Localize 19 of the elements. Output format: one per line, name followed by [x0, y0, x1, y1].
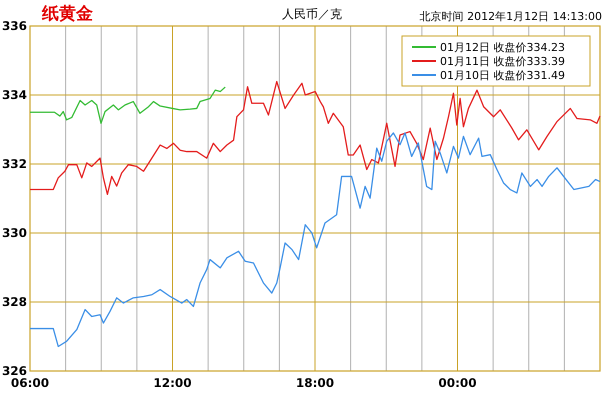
x-tick-label: 12:00 — [153, 376, 192, 390]
legend-label: 01月11日 收盘价333.39 — [440, 55, 565, 68]
text: 北京时间 2012年1月12日 14:13:00 — [420, 10, 602, 23]
x-tick-label: 06:00 — [10, 376, 50, 390]
line-series — [29, 80, 601, 196]
line-series — [29, 86, 226, 124]
chart-subtitle: 人民币／克 — [282, 7, 342, 21]
y-tick-label: 334 — [2, 88, 27, 102]
y-tick-label: 328 — [2, 295, 27, 309]
x-tick-label: 00:00 — [438, 376, 477, 390]
y-tick-label: 330 — [2, 226, 27, 240]
legend-label: 01月10日 收盘价331.49 — [440, 69, 565, 82]
legend-label: 01月12日 收盘价334.23 — [440, 41, 565, 54]
y-tick-label: 326 — [2, 364, 27, 378]
y-tick-label: 332 — [2, 157, 27, 171]
y-tick-label: 336 — [2, 19, 27, 33]
chart-title: 纸黄金 — [41, 4, 93, 24]
x-tick-label: 18:00 — [296, 376, 334, 390]
line-series — [29, 132, 601, 348]
